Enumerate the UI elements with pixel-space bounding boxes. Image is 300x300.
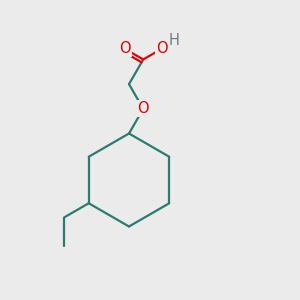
Text: H: H <box>169 33 180 48</box>
Text: O: O <box>156 41 168 56</box>
Text: O: O <box>137 101 149 116</box>
Text: O: O <box>119 41 130 56</box>
